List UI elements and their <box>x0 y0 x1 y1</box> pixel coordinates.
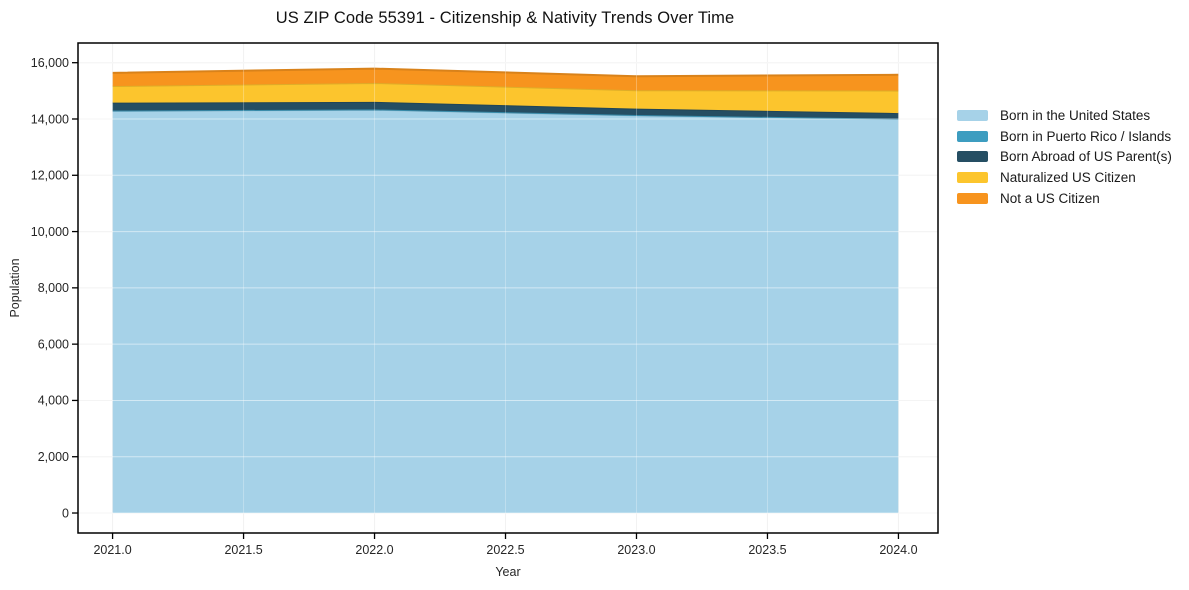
area-topline-4 <box>112 67 899 78</box>
x-axis-title: Year <box>495 565 520 579</box>
legend-label: Born Abroad of US Parent(s) <box>1000 149 1172 165</box>
x-tick-label: 2023.0 <box>617 543 655 557</box>
y-tick-label: 16,000 <box>31 56 69 70</box>
y-tick-label: 2,000 <box>38 450 69 464</box>
y-tick-label: 4,000 <box>38 394 69 408</box>
x-tick-label: 2022.0 <box>355 543 393 557</box>
legend-swatch <box>957 172 988 184</box>
legend-item-4[interactable]: Not a US Citizen <box>957 188 1172 209</box>
legend-item-2[interactable]: Born Abroad of US Parent(s) <box>957 147 1172 168</box>
legend-item-0[interactable]: Born in the United States <box>957 105 1172 126</box>
y-tick-label: 10,000 <box>31 225 69 239</box>
y-tick-label: 14,000 <box>31 112 69 126</box>
legend-swatch <box>957 130 988 142</box>
legend-label: Born in the United States <box>1000 107 1151 123</box>
legend-swatch <box>957 151 988 163</box>
x-tick-label: 2022.5 <box>486 543 524 557</box>
legend-label: Not a US Citizen <box>1000 191 1100 207</box>
y-tick-label: 6,000 <box>38 337 69 351</box>
legend-label: Naturalized US Citizen <box>1000 170 1136 186</box>
area-series-2 <box>112 101 899 119</box>
y-axis-title: Population <box>8 258 22 317</box>
legend-item-3[interactable]: Naturalized US Citizen <box>957 167 1172 188</box>
x-tick-label: 2021.0 <box>93 543 131 557</box>
y-tick-label: 8,000 <box>38 281 69 295</box>
plot-area: 2021.0 2021.5 2022.0 2022.5 2023.0 2023.5 2024… <box>8 42 939 579</box>
x-tick-label: 2021.5 <box>224 543 262 557</box>
y-tick-label: 0 <box>62 506 69 520</box>
legend: Born in the United States Born in Puerto … <box>957 105 1172 209</box>
y-tick-label: 12,000 <box>31 169 69 183</box>
x-tick-label: 2023.5 <box>748 543 786 557</box>
area-series-4 <box>112 68 899 91</box>
area-series-0 <box>112 109 899 514</box>
legend-swatch <box>957 193 988 205</box>
legend-swatch <box>957 109 988 121</box>
legend-label: Born in Puerto Rico / Islands <box>1000 128 1172 144</box>
area-topline-1 <box>112 108 899 120</box>
legend-item-1[interactable]: Born in Puerto Rico / Islands <box>957 126 1172 147</box>
x-tick-label: 2024.0 <box>879 543 917 557</box>
chart-title: US ZIP Code 55391 - Citizenship & Nativi… <box>275 9 735 27</box>
